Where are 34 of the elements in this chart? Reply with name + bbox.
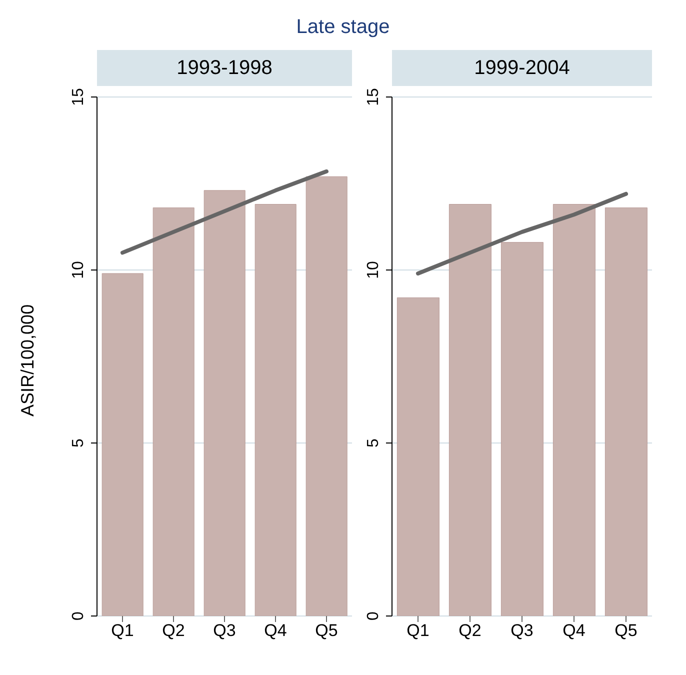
chart-subtitle: 1993-1998 (97, 50, 352, 86)
y-tick-label: 0 (70, 611, 87, 620)
bar (552, 204, 596, 616)
y-tick-label: 10 (70, 261, 87, 279)
line-series (416, 192, 628, 276)
bar (102, 273, 144, 616)
y-tick-label: 15 (70, 88, 87, 106)
y-tick-label: 5 (70, 438, 87, 448)
x-tick-label: Q2 (458, 621, 482, 640)
y-tick-label: 15 (365, 88, 382, 106)
bar (204, 190, 246, 616)
bar (254, 204, 296, 616)
x-tick-label: Q3 (213, 621, 236, 640)
x-tick-label: Q2 (162, 621, 185, 640)
bar (500, 242, 544, 616)
chart-subtitle: 1999-2004 (392, 50, 652, 86)
x-tick-label: Q1 (406, 621, 430, 640)
bar (396, 297, 440, 616)
x-tick-label: Q5 (315, 621, 338, 640)
y-tick-label: 0 (365, 611, 382, 620)
line-series (120, 169, 328, 255)
y-tick-label: 10 (365, 261, 382, 279)
x-tick-label: Q3 (510, 621, 534, 640)
bar (152, 207, 194, 616)
chart-title: Late stage (295, 16, 391, 39)
x-tick-label: Q1 (111, 621, 134, 640)
x-tick-label: Q5 (614, 621, 638, 640)
y-axis-title: ASIR/100,000 (17, 304, 38, 416)
bar (448, 204, 492, 616)
bar (306, 176, 348, 616)
y-tick-label: 5 (365, 438, 382, 448)
bar (604, 207, 648, 616)
x-tick-label: Q4 (264, 621, 287, 640)
x-tick-label: Q4 (562, 621, 586, 640)
